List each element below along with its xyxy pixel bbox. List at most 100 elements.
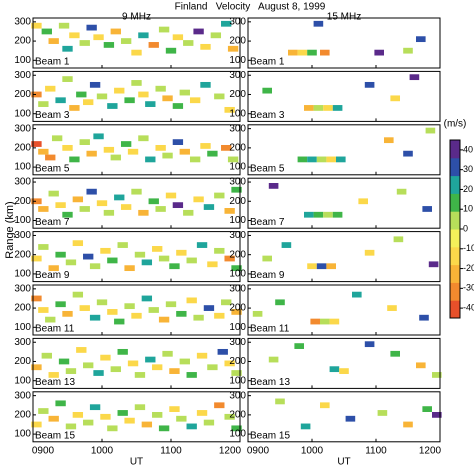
velocity-cell <box>294 343 304 349</box>
velocity-cell <box>183 209 194 216</box>
velocity-cell <box>224 413 235 420</box>
velocity-cell <box>134 251 146 258</box>
y-tick-label: 200 <box>14 196 31 207</box>
velocity-cell <box>196 242 208 248</box>
velocity-cell <box>96 299 108 306</box>
panel-frame <box>247 337 441 389</box>
panel-frame <box>32 337 241 389</box>
velocity-cell <box>224 360 235 367</box>
velocity-cell <box>193 196 204 203</box>
velocity-cell <box>172 139 184 145</box>
y-tick-label: 100 <box>229 108 246 119</box>
velocity-cell <box>131 49 142 56</box>
velocity-cell <box>38 408 49 414</box>
velocity-cell <box>320 318 330 325</box>
velocity-cell <box>422 206 432 212</box>
velocity-cell <box>300 423 311 430</box>
panel-frame <box>32 124 241 176</box>
velocity-cell <box>120 204 132 210</box>
velocity-cell <box>329 366 340 373</box>
y-tick-label: 100 <box>14 322 31 333</box>
velocity-cell <box>207 150 218 157</box>
colorbar-swatch <box>450 157 460 177</box>
velocity-cell <box>38 307 49 313</box>
velocity-cell <box>86 188 97 195</box>
velocity-cell <box>131 188 142 195</box>
colorbar-swatch <box>450 140 460 159</box>
velocity-cell <box>45 154 56 161</box>
velocity-cell <box>55 202 66 209</box>
velocity-cell <box>393 236 404 243</box>
velocity-cell <box>214 93 225 100</box>
y-tick-label: 100 <box>229 55 246 66</box>
velocity-cell <box>127 148 139 155</box>
colorbar-tick-label: 40 <box>463 144 473 154</box>
beam-label: Beam 1 <box>35 57 70 68</box>
y-tick-label: 100 <box>229 215 246 226</box>
velocity-cell <box>134 372 146 378</box>
velocity-cell <box>83 419 94 426</box>
velocity-cell <box>326 156 336 163</box>
velocity-cell <box>165 192 177 199</box>
velocity-cell <box>364 81 375 88</box>
y-tick-label: 200 <box>229 410 246 421</box>
x-tick-label: 0900 <box>32 445 55 456</box>
y-tick-label: 200 <box>14 410 31 421</box>
velocity-cell <box>339 368 349 374</box>
velocity-cell <box>124 417 135 424</box>
colorbar-swatch <box>450 282 460 301</box>
velocity-cell <box>384 137 394 144</box>
velocity-cell <box>65 423 77 430</box>
velocity-cell <box>231 186 242 193</box>
colorbar-swatch <box>450 229 460 248</box>
velocity-cell <box>432 411 442 418</box>
y-tick-label: 300 <box>229 390 246 401</box>
y-tick-label: 300 <box>14 123 31 134</box>
velocity-cell <box>320 49 330 56</box>
velocity-cell <box>48 265 59 272</box>
velocity-cell <box>31 22 42 29</box>
velocity-cell <box>165 47 177 54</box>
colorbar-tick-label: 10 <box>463 204 473 214</box>
velocity-cell <box>41 28 52 35</box>
velocity-cell <box>145 156 156 163</box>
velocity-cell <box>304 105 314 111</box>
x-axis-label: UT <box>130 456 143 467</box>
velocity-cell <box>275 398 285 405</box>
y-tick-label: 200 <box>14 303 31 314</box>
velocity-cell <box>124 303 135 310</box>
velocity-cell <box>172 202 184 209</box>
velocity-cell <box>120 38 132 44</box>
velocity-cell <box>179 358 190 365</box>
velocity-cell <box>200 81 211 88</box>
velocity-cell <box>110 28 121 35</box>
velocity-cell <box>134 404 146 411</box>
velocity-cell <box>169 368 180 374</box>
velocity-cell <box>62 144 73 151</box>
colorbar-tick-label: 30 <box>463 164 473 174</box>
velocity-cell <box>83 362 94 369</box>
velocity-cell <box>79 139 90 145</box>
velocity-cell <box>79 206 90 212</box>
velocity-cell <box>158 316 170 323</box>
velocity-cell <box>152 364 163 371</box>
y-tick-label: 200 <box>14 249 31 260</box>
beam-label: Beam 5 <box>35 163 70 174</box>
velocity-cell <box>345 415 356 422</box>
velocity-cell <box>69 156 80 163</box>
x-tick-label: 1000 <box>91 445 114 456</box>
velocity-cell <box>176 249 187 256</box>
colorbar-swatch <box>450 246 460 266</box>
velocity-cell <box>268 183 279 189</box>
velocity-cell <box>329 318 340 325</box>
velocity-cell <box>297 156 308 163</box>
colorbar-tick-label: -30 <box>463 283 474 293</box>
y-tick-label: 300 <box>14 177 31 188</box>
velocity-cell <box>152 411 163 418</box>
velocity-cell <box>186 257 197 264</box>
velocity-cell <box>332 105 343 111</box>
velocity-cell <box>120 141 132 147</box>
y-tick-label: 200 <box>14 356 31 367</box>
velocity-cell <box>76 91 87 98</box>
velocity-cell <box>62 45 73 52</box>
